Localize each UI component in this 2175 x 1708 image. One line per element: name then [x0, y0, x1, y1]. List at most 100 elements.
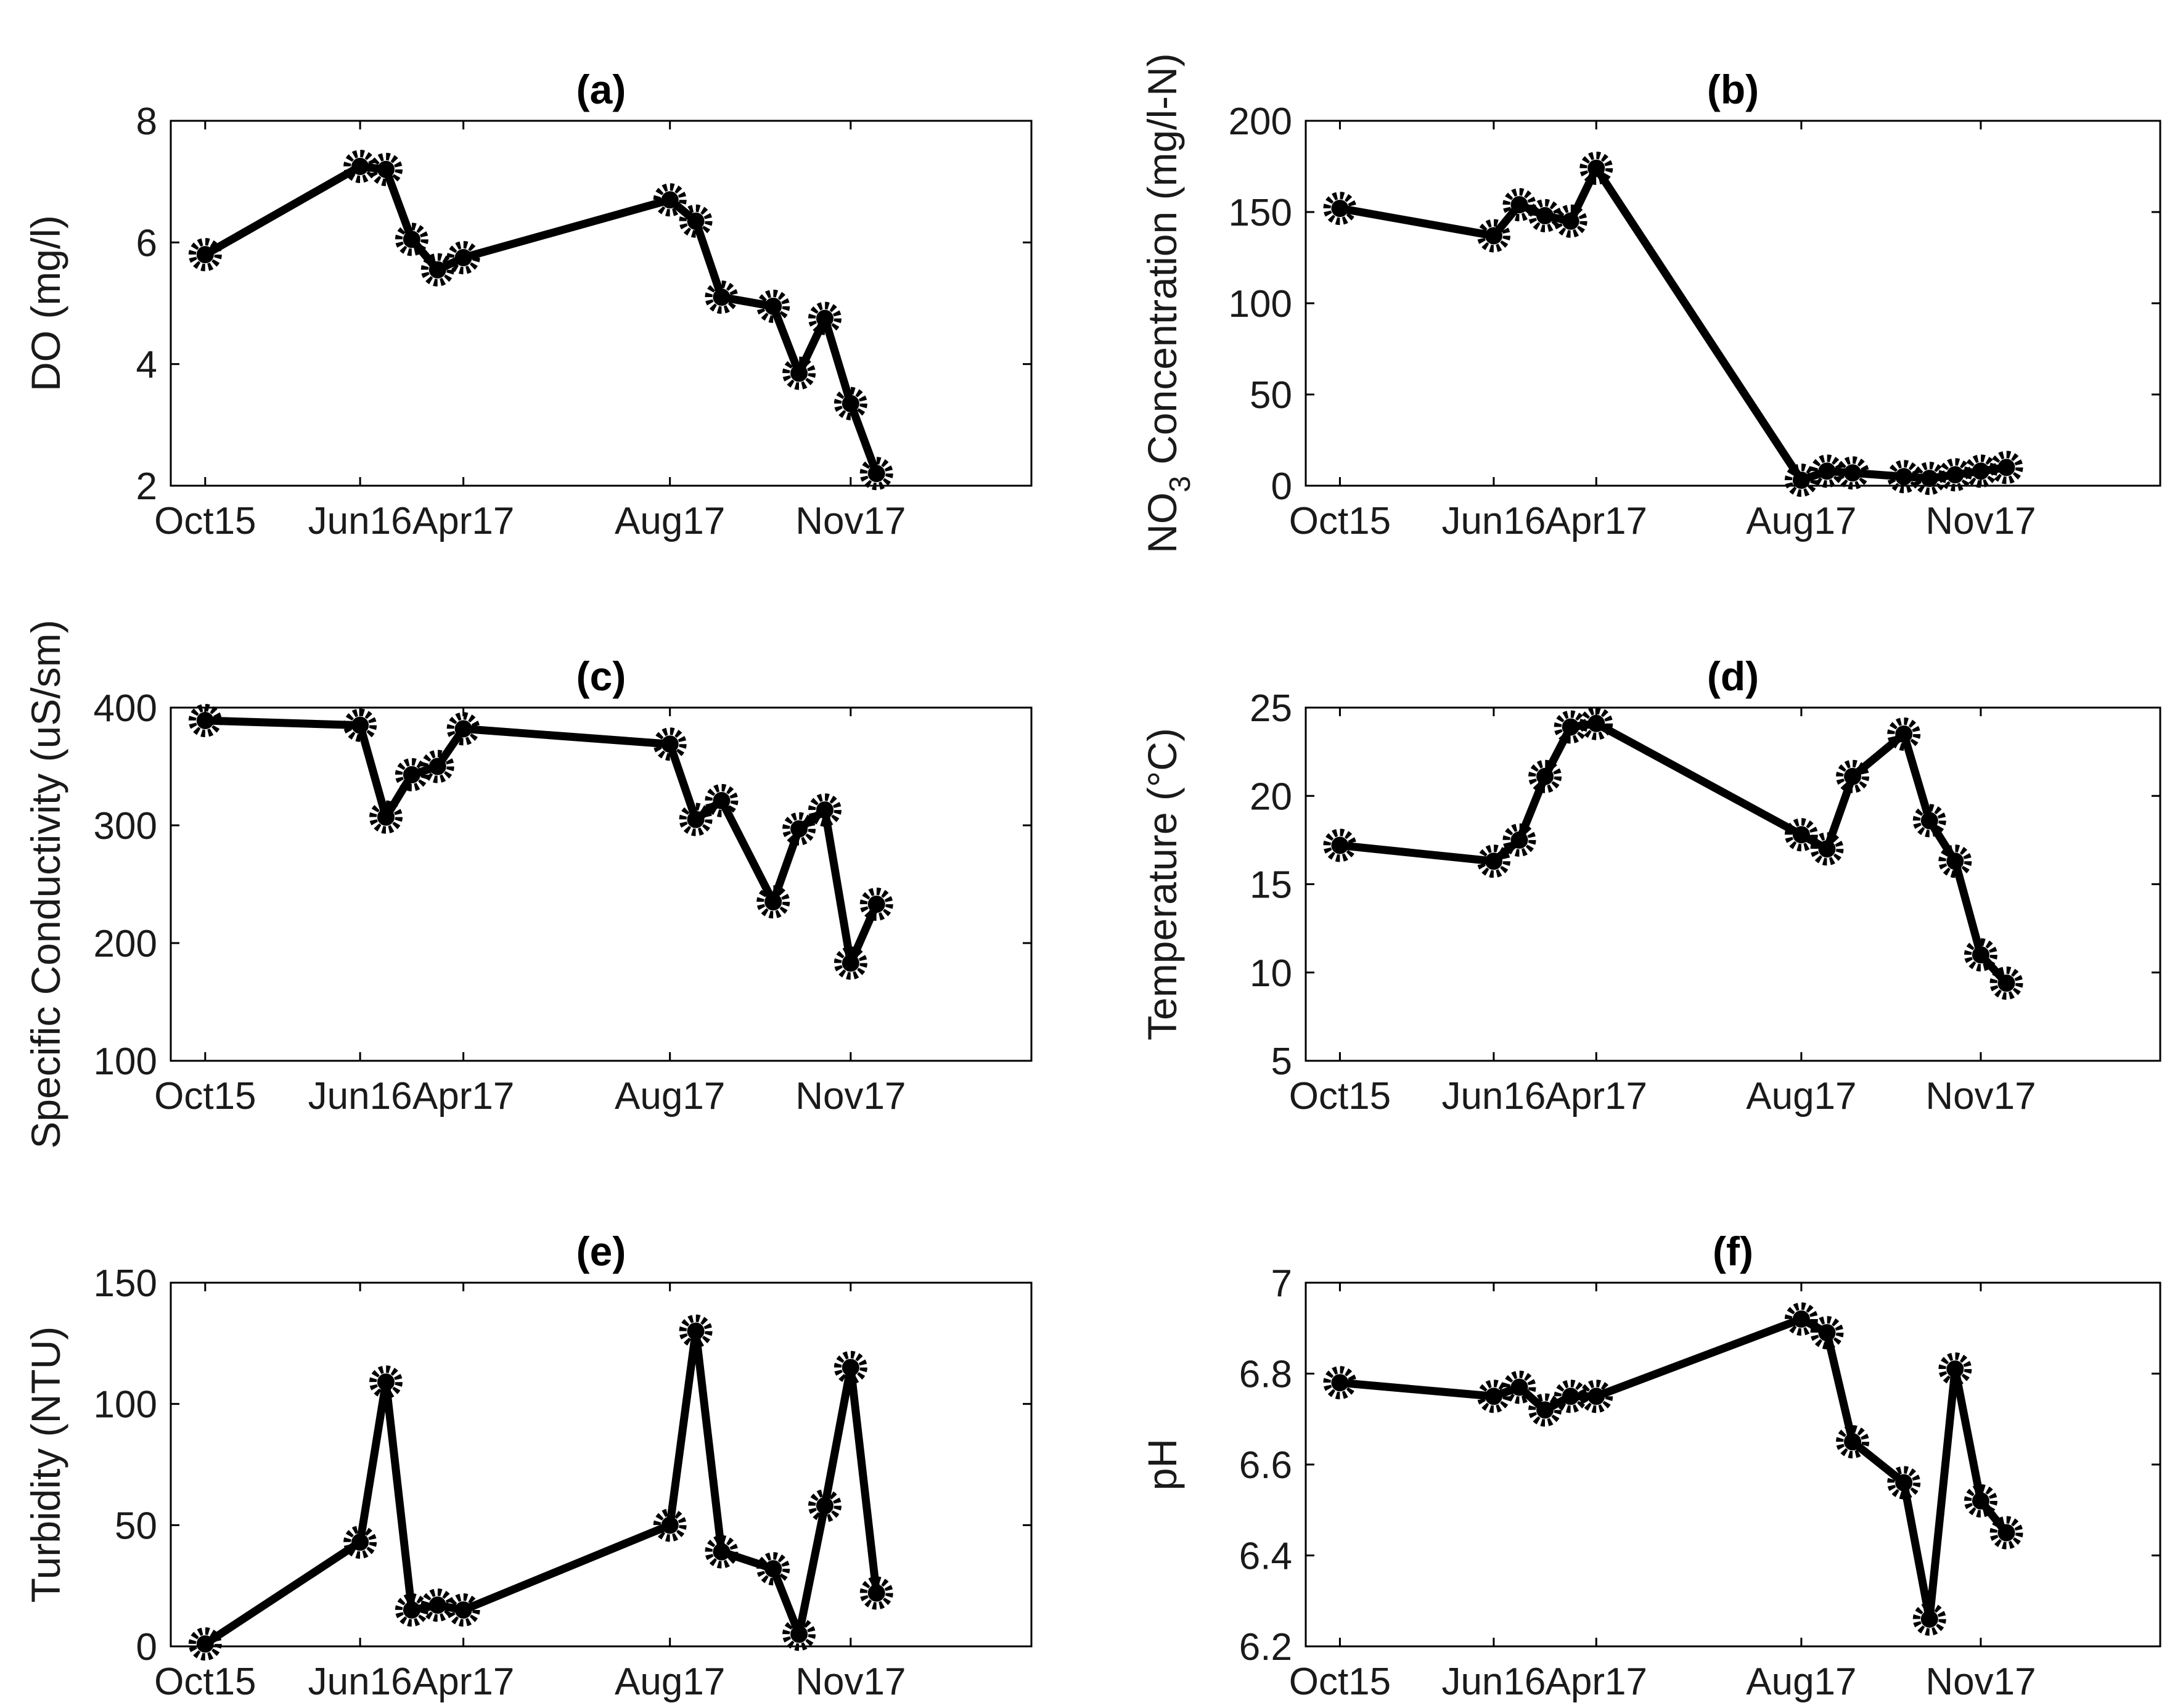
data-point: [188, 1627, 222, 1661]
data-point-ring: [653, 1508, 687, 1542]
data-point-ring: [808, 1489, 842, 1522]
data-point-ring: [756, 1552, 790, 1586]
data-point: [1579, 151, 1613, 185]
data-point-core: [1972, 946, 1989, 964]
data-point-core: [1895, 468, 1913, 486]
x-tick-label: Jun16: [1441, 1661, 1546, 1703]
data-point-core: [867, 1584, 885, 1602]
panel-title: (c): [576, 653, 626, 699]
x-tick-label: Apr17: [1546, 500, 1647, 542]
panel-title: (d): [1707, 653, 1759, 699]
data-point-core: [1510, 831, 1528, 849]
data-point: [782, 812, 816, 846]
x-tick-label: Apr17: [412, 500, 514, 542]
data-point-ring: [1579, 151, 1613, 185]
data-point-ring: [679, 1314, 713, 1348]
y-tick-label: 50: [1250, 374, 1292, 417]
data-point-core: [1587, 159, 1605, 177]
data-point: [1554, 204, 1587, 238]
data-point-core: [1536, 206, 1554, 224]
x-tick-label: Nov17: [1925, 1661, 2036, 1703]
data-point-ring: [1579, 1379, 1613, 1413]
data-point-core: [1587, 714, 1605, 732]
data-point: [834, 1350, 867, 1384]
data-point: [343, 708, 377, 742]
y-tick-label: 100: [94, 1384, 157, 1426]
y-tick-label: 6.8: [1239, 1354, 1292, 1396]
data-point: [679, 1314, 713, 1348]
data-point-core: [1536, 1401, 1554, 1419]
x-tick-label: Aug17: [1746, 500, 1856, 542]
data-point-core: [1920, 1610, 1938, 1628]
data-point-ring: [188, 704, 222, 738]
data-point: [369, 800, 403, 834]
data-point-ring: [808, 793, 842, 827]
x-tick-label: Nov17: [795, 1661, 906, 1703]
data-point-core: [377, 1373, 395, 1391]
data-point: [859, 457, 893, 491]
data-point-ring: [705, 280, 739, 314]
data-point-ring: [446, 1593, 480, 1627]
data-point-core: [1331, 200, 1349, 218]
data-point: [834, 386, 867, 420]
x-tick-label: Aug17: [615, 1075, 725, 1118]
data-point-ring: [369, 152, 403, 186]
data-point: [1989, 966, 2023, 1000]
data-point: [1477, 1379, 1510, 1413]
data-point-ring: [188, 1627, 222, 1661]
y-tick-label: 2: [136, 465, 157, 508]
data-point: [653, 183, 687, 217]
y-tick-label: 0: [1271, 465, 1292, 508]
data-point-core: [764, 893, 782, 911]
data-point-core: [1562, 718, 1579, 736]
data-point-core: [454, 1601, 472, 1619]
data-point: [420, 750, 454, 783]
data-point: [1528, 198, 1562, 232]
data-point: [1810, 1316, 1844, 1350]
data-point-core: [713, 288, 731, 306]
data-point-core: [1972, 1492, 1989, 1510]
y-axis-label: Turbidity (NTU): [23, 1326, 68, 1603]
data-point: [782, 1617, 816, 1651]
data-point-ring: [1502, 823, 1536, 857]
data-point-core: [1844, 767, 1862, 785]
data-point-core: [867, 465, 885, 483]
data-point-ring: [420, 1588, 454, 1622]
data-point: [1836, 456, 1870, 490]
data-point-ring: [653, 727, 687, 761]
data-point-core: [1331, 836, 1349, 854]
data-point-core: [687, 212, 705, 230]
data-point-ring: [1323, 192, 1357, 226]
y-axis-label: DO (mg/l): [23, 215, 68, 391]
panel-b: 0 50 100 150 200 Oct15 Jun16 Apr17 Aug17 Nov17 (b)…: [1139, 53, 2161, 554]
x-tick-label: Apr17: [1546, 1075, 1647, 1118]
data-point: [1836, 1425, 1870, 1459]
y-tick-label: 8: [136, 100, 157, 143]
data-point-ring: [1554, 1379, 1587, 1413]
data-point: [395, 758, 428, 791]
data-point-ring: [1810, 832, 1844, 866]
data-point-ring: [1477, 844, 1510, 878]
data-point-ring: [1323, 1366, 1357, 1400]
data-point-ring: [1964, 938, 1997, 972]
data-point-core: [377, 808, 395, 826]
y-tick-label: 100: [1229, 283, 1292, 325]
panel-f: 6.2 6.4 6.6 6.8 7 Oct15 Jun16 Apr17 Aug17 Nov17 (f…: [1139, 1228, 2161, 1703]
data-point-ring: [834, 386, 867, 420]
data-point-ring: [1912, 1602, 1946, 1636]
data-point-core: [1485, 227, 1502, 245]
data-point: [446, 1593, 480, 1627]
data-point-ring: [1810, 1316, 1844, 1350]
data-point-ring: [395, 758, 428, 791]
data-point-ring: [1477, 219, 1510, 253]
data-point: [756, 289, 790, 323]
data-point-ring: [1964, 1484, 1997, 1518]
data-point-ring: [1989, 966, 2023, 1000]
data-point: [1323, 1366, 1357, 1400]
x-tick-label: Nov17: [1925, 500, 2036, 542]
x-tick-label: Oct15: [1289, 1075, 1391, 1118]
data-point-ring: [420, 253, 454, 287]
data-point-core: [842, 954, 859, 972]
x-tick-label: Aug17: [615, 1661, 725, 1703]
data-point-core: [454, 249, 472, 266]
